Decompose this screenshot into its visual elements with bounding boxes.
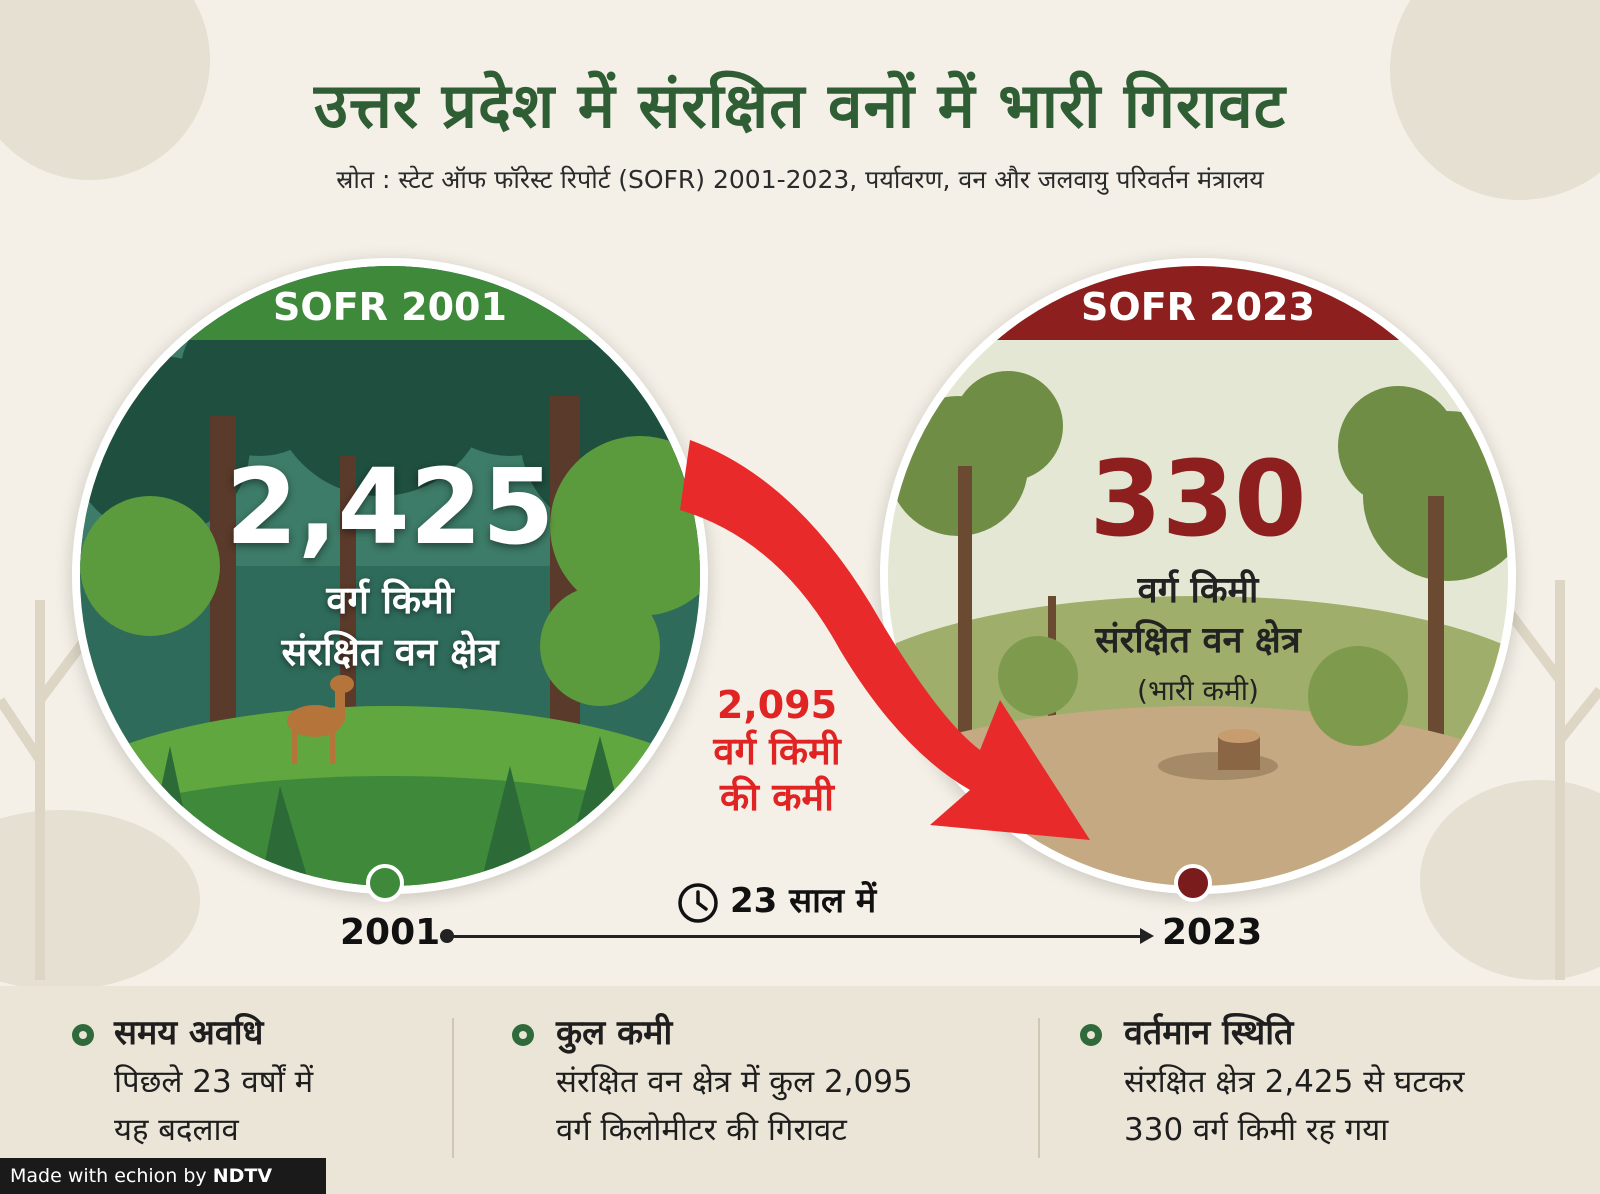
card-line: संरक्षित क्षेत्र 2,425 से घटकर — [1124, 1064, 1465, 1100]
marker-2023 — [1174, 864, 1212, 902]
forest-area-2023-value: 330 — [1089, 438, 1307, 560]
bullet-icon — [1080, 1024, 1102, 1046]
info-card-current-status: वर्तमान स्थिति संरक्षित क्षेत्र 2,425 से… — [1124, 1008, 1464, 1154]
sofr-2023-banner: SOFR 2023 — [888, 266, 1508, 340]
source-line: स्रोत : स्टेट ऑफ फॉरेस्ट रिपोर्ट (SOFR) … — [336, 165, 1264, 194]
heavy-decline-note: (भारी कमी) — [1137, 674, 1259, 707]
decline-arrow-icon — [680, 440, 1090, 840]
clock-icon — [678, 882, 718, 923]
marker-2001 — [366, 864, 404, 902]
card-line: 330 वर्ग किमी रह गया — [1124, 1112, 1389, 1148]
footer-made-with: Made with — [10, 1165, 109, 1187]
forest-area-2023-label: वर्ग किमी संरक्षित वन क्षेत्र (भारी कमी) — [888, 566, 1508, 716]
decline-callout: 2,095 वर्ग किमी की कमी — [672, 682, 882, 820]
decline-suffix: की कमी — [719, 775, 834, 819]
card-heading: कुल कमी — [556, 1013, 673, 1053]
info-card-total-decline: कुल कमी संरक्षित वन क्षेत्र में कुल 2,09… — [556, 1008, 913, 1154]
bullet-icon — [72, 1024, 94, 1046]
info-card-duration: समय अवधि पिछले 23 वर्षों में यह बदलाव — [114, 1008, 313, 1154]
footer-brand: echion — [114, 1165, 178, 1187]
sofr-2001-banner: SOFR 2001 — [80, 266, 700, 340]
card-line: पिछले 23 वर्षों में — [114, 1064, 314, 1100]
forest-area-2001-label: वर्ग किमी संरक्षित वन क्षेत्र — [80, 574, 700, 678]
forest-area-2001-value: 2,425 — [225, 446, 555, 568]
page-title: उत्तर प्रदेश में संरक्षित वनों में भारी … — [313, 69, 1286, 142]
decline-unit: वर्ग किमी — [713, 729, 841, 773]
year-end: 2023 — [1162, 912, 1263, 953]
timeline-arrow-icon — [1140, 928, 1154, 944]
time-span-label: 23 साल में — [730, 881, 877, 921]
footer-by: by — [183, 1165, 207, 1187]
year-start: 2001 — [340, 912, 441, 953]
unit-2001: वर्ग किमी — [326, 578, 454, 622]
card-heading: समय अवधि — [114, 1013, 264, 1053]
card-line: यह बदलाव — [114, 1112, 239, 1148]
timeline-start-dot — [440, 929, 454, 943]
bullet-icon — [512, 1024, 534, 1046]
card-line: वर्ग किलोमीटर की गिरावट — [556, 1112, 847, 1148]
time-span: 23 साल में — [676, 876, 876, 925]
unit-2023: वर्ग किमी — [1137, 570, 1259, 611]
footer-credit: Made with echion by NDTV — [0, 1158, 326, 1194]
sofr-2001-panel: SOFR 2001 2,425 वर्ग किमी संरक्षित वन क्… — [72, 258, 708, 894]
divider — [452, 1018, 454, 1158]
footer-partner: NDTV — [212, 1165, 273, 1187]
divider — [1038, 1018, 1040, 1158]
area-label-2001: संरक्षित वन क्षेत्र — [281, 630, 499, 674]
decline-value: 2,095 — [716, 683, 838, 727]
area-label-2023: संरक्षित वन क्षेत्र — [1095, 620, 1301, 661]
timeline-line — [448, 935, 1148, 938]
card-line: संरक्षित वन क्षेत्र में कुल 2,095 — [556, 1064, 913, 1100]
card-heading: वर्तमान स्थिति — [1124, 1013, 1294, 1053]
